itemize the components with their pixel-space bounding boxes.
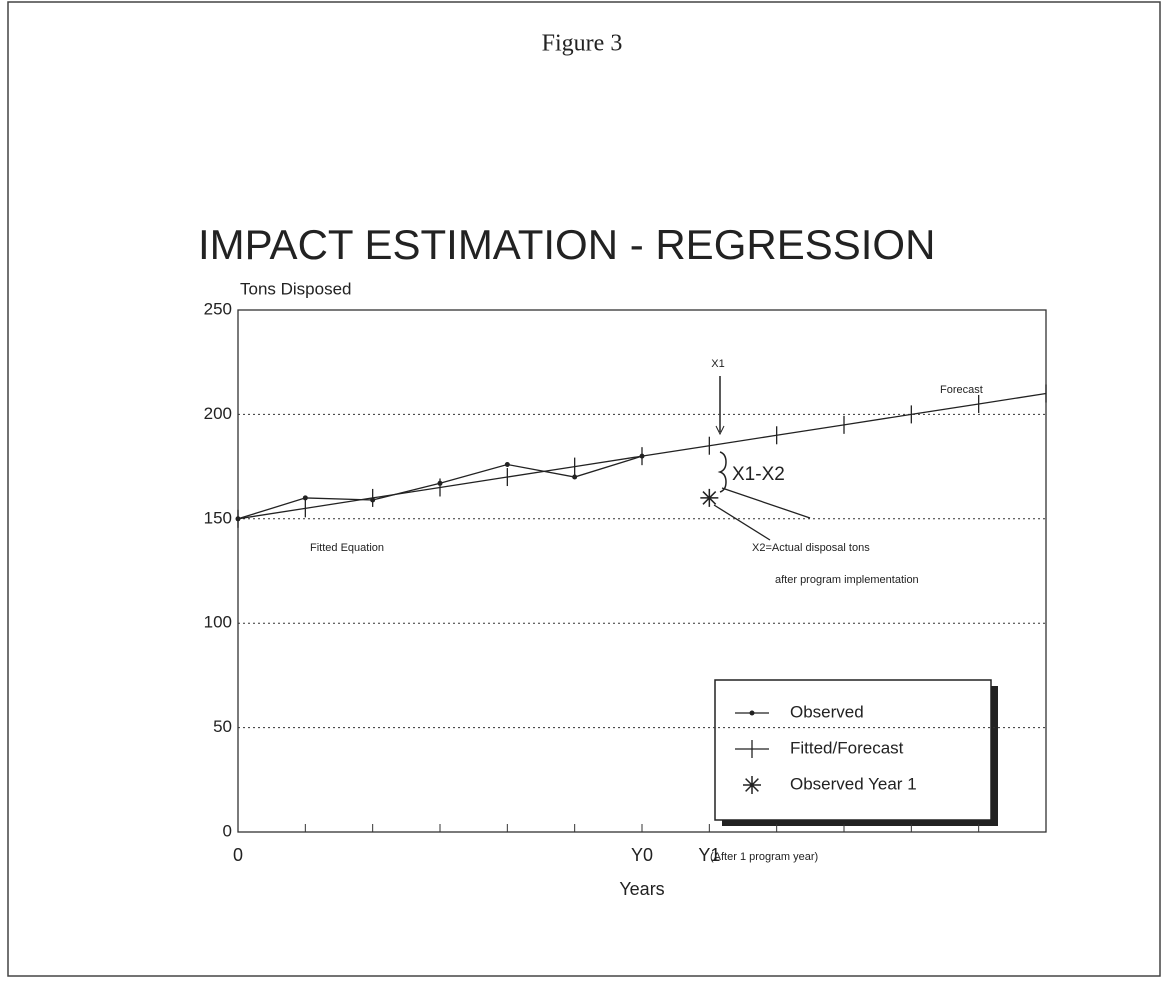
y-tick-label: 100 (204, 613, 232, 632)
y-axis-label: Tons Disposed (240, 279, 352, 298)
point (302, 495, 308, 501)
point (504, 462, 510, 468)
legend (714, 679, 992, 821)
y-tick-label: 0 (223, 821, 232, 840)
point (572, 474, 578, 480)
point (749, 710, 755, 716)
page-border (7, 1, 1161, 977)
pointer (721, 487, 811, 519)
x-note: (After 1 program year) (710, 851, 818, 863)
x-axis-label: Years (619, 879, 664, 899)
x-tick-label: Y1 (698, 845, 720, 865)
figure-label: Figure 3 (542, 31, 623, 57)
y-tick-label: 150 (204, 508, 232, 527)
annotation: Forecast (940, 384, 983, 396)
brace (717, 451, 727, 493)
legend-label: Observed Year 1 (790, 774, 917, 793)
annotation: Fitted Equation (310, 542, 384, 554)
x-tick-label: Y0 (631, 845, 653, 865)
y-tick-label: 50 (213, 717, 232, 736)
pointer (713, 504, 771, 541)
y-tick-label: 250 (204, 299, 232, 318)
annotation: after program implementation (775, 574, 919, 586)
y-tick-label: 200 (204, 404, 232, 423)
arrow-head (715, 425, 725, 436)
legend-label: Observed (790, 702, 864, 721)
chart-title: IMPACT ESTIMATION - REGRESSION (198, 221, 935, 268)
point (700, 488, 719, 507)
point (743, 776, 761, 794)
annotation: X2=Actual disposal tons (752, 542, 870, 554)
annotation: X1-X2 (732, 464, 785, 485)
annotation: X1 (711, 358, 724, 370)
legend-label: Fitted/Forecast (790, 738, 904, 757)
x-tick-label: 0 (233, 845, 243, 865)
